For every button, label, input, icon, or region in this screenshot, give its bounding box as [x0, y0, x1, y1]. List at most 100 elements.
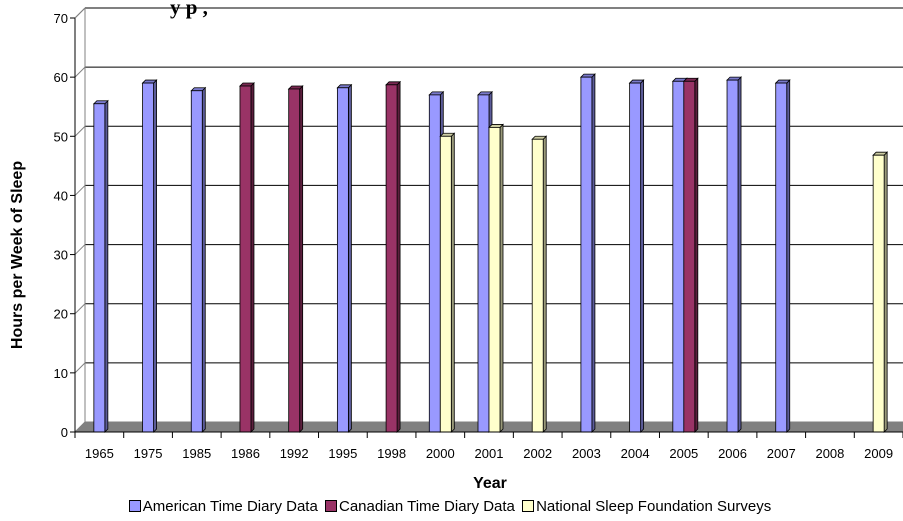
- bar: [190, 86, 207, 433]
- y-tick-label: 40: [54, 188, 68, 203]
- y-axis-title: Hours per Week of Sleep: [9, 161, 26, 349]
- legend-swatch-canadian: [324, 500, 337, 513]
- axes: [70, 7, 903, 438]
- bar-side: [883, 151, 888, 433]
- bar-top: [141, 79, 158, 84]
- bar-front: [385, 84, 398, 433]
- y-tick-label: 60: [54, 70, 68, 85]
- bar-front: [580, 76, 593, 433]
- bar-front: [872, 154, 885, 433]
- x-tick-label: 2003: [572, 446, 601, 461]
- bar-front: [439, 135, 452, 433]
- legend-item-canadian: Canadian Time Diary Data: [324, 498, 515, 515]
- bar-side: [591, 73, 596, 433]
- chart-title: y p ,: [170, 0, 208, 19]
- x-tick-label: 1985: [182, 446, 211, 461]
- bar-side: [499, 123, 504, 433]
- legend-item-american: American Time Diary Data: [128, 498, 318, 515]
- x-tick-label: 1995: [328, 446, 357, 461]
- bar-top: [628, 79, 645, 84]
- legend-label-canadian: Canadian Time Diary Data: [338, 498, 515, 515]
- x-tick-label: 2007: [767, 446, 796, 461]
- bar-top: [682, 77, 699, 82]
- y-tick-labels: 0 10 20 30 40 50 60 70: [54, 11, 68, 440]
- bar-top: [726, 76, 742, 81]
- bar: [726, 76, 742, 433]
- legend-label-nsf: National Sleep Foundation Surveys: [536, 498, 772, 515]
- bar: [239, 82, 255, 433]
- bar-front: [672, 80, 685, 433]
- gridline-side: [74, 66, 86, 78]
- y-tick-label: 10: [54, 366, 68, 381]
- bar-front: [488, 127, 501, 433]
- bar-side: [737, 76, 742, 433]
- bar-top: [92, 100, 109, 105]
- x-axis-title: Year: [473, 475, 507, 492]
- gridline-side: [74, 185, 86, 196]
- bar-front: [683, 80, 696, 433]
- x-tick-label: 1975: [134, 446, 163, 461]
- gridline-side: [74, 125, 86, 137]
- bar: [385, 80, 402, 433]
- bar-top: [488, 124, 504, 128]
- x-tick-label: 1998: [377, 446, 406, 461]
- bar-side: [201, 86, 206, 433]
- y-tick-label: 0: [61, 425, 68, 440]
- x-tick-label: 2006: [718, 446, 747, 461]
- bar-top: [190, 87, 207, 92]
- bar-side: [250, 82, 255, 433]
- bar-front: [190, 90, 203, 433]
- y-tick-label: 30: [54, 248, 68, 263]
- bar-side: [542, 135, 547, 433]
- bar-front: [142, 82, 154, 433]
- bar-front: [477, 94, 490, 433]
- y-tick-label: 20: [54, 307, 68, 322]
- legend-label-american: American Time Diary Data: [142, 498, 318, 515]
- bar-top: [774, 79, 791, 84]
- bar: [488, 123, 504, 433]
- bar-top: [579, 73, 596, 78]
- gridline-side: [74, 244, 86, 255]
- legend-swatch-nsf: [522, 500, 535, 513]
- bar-top: [439, 132, 456, 137]
- bar: [287, 85, 304, 433]
- x-tick-labels: 1965 1975 1985 1986 1992 1995 1998 2000 2001 2002…: [85, 446, 893, 461]
- bar: [774, 79, 791, 433]
- bar-front: [239, 85, 252, 433]
- bar-front: [629, 82, 642, 433]
- x-tick-label: 2005: [669, 446, 698, 461]
- legend: American Time Diary Data Canadian Time D…: [0, 498, 903, 515]
- gridline-side: [74, 303, 86, 315]
- bar: [682, 77, 699, 433]
- bar-front: [531, 138, 544, 433]
- bar-side: [640, 79, 645, 433]
- bar-top: [385, 81, 402, 86]
- bar-front: [336, 87, 349, 433]
- bars: [92, 73, 889, 433]
- legend-swatch-american: [128, 500, 141, 513]
- bar-front: [428, 94, 441, 433]
- legend-item-nsf: National Sleep Foundation Surveys: [522, 498, 771, 515]
- y-tick-label: 70: [54, 11, 68, 26]
- bar: [531, 135, 548, 433]
- bar-top: [531, 135, 548, 140]
- bar-top: [477, 91, 493, 96]
- bar: [92, 99, 109, 433]
- top-corner-edge: [74, 7, 86, 19]
- bar-side: [450, 132, 455, 433]
- bar: [872, 151, 889, 433]
- gridline-side: [74, 362, 86, 374]
- bar-front: [93, 103, 106, 433]
- x-tick-label: 2008: [815, 446, 844, 461]
- x-tick-label: 2000: [426, 446, 455, 461]
- x-tick-label: 2004: [621, 446, 650, 461]
- bar-side: [396, 80, 401, 433]
- bar-top: [239, 82, 255, 87]
- bar: [141, 79, 158, 433]
- x-tick-label: 1986: [231, 446, 260, 461]
- bar-side: [299, 85, 304, 433]
- bar: [336, 83, 353, 433]
- bar-side: [153, 79, 157, 433]
- y-tick-label: 50: [54, 129, 68, 144]
